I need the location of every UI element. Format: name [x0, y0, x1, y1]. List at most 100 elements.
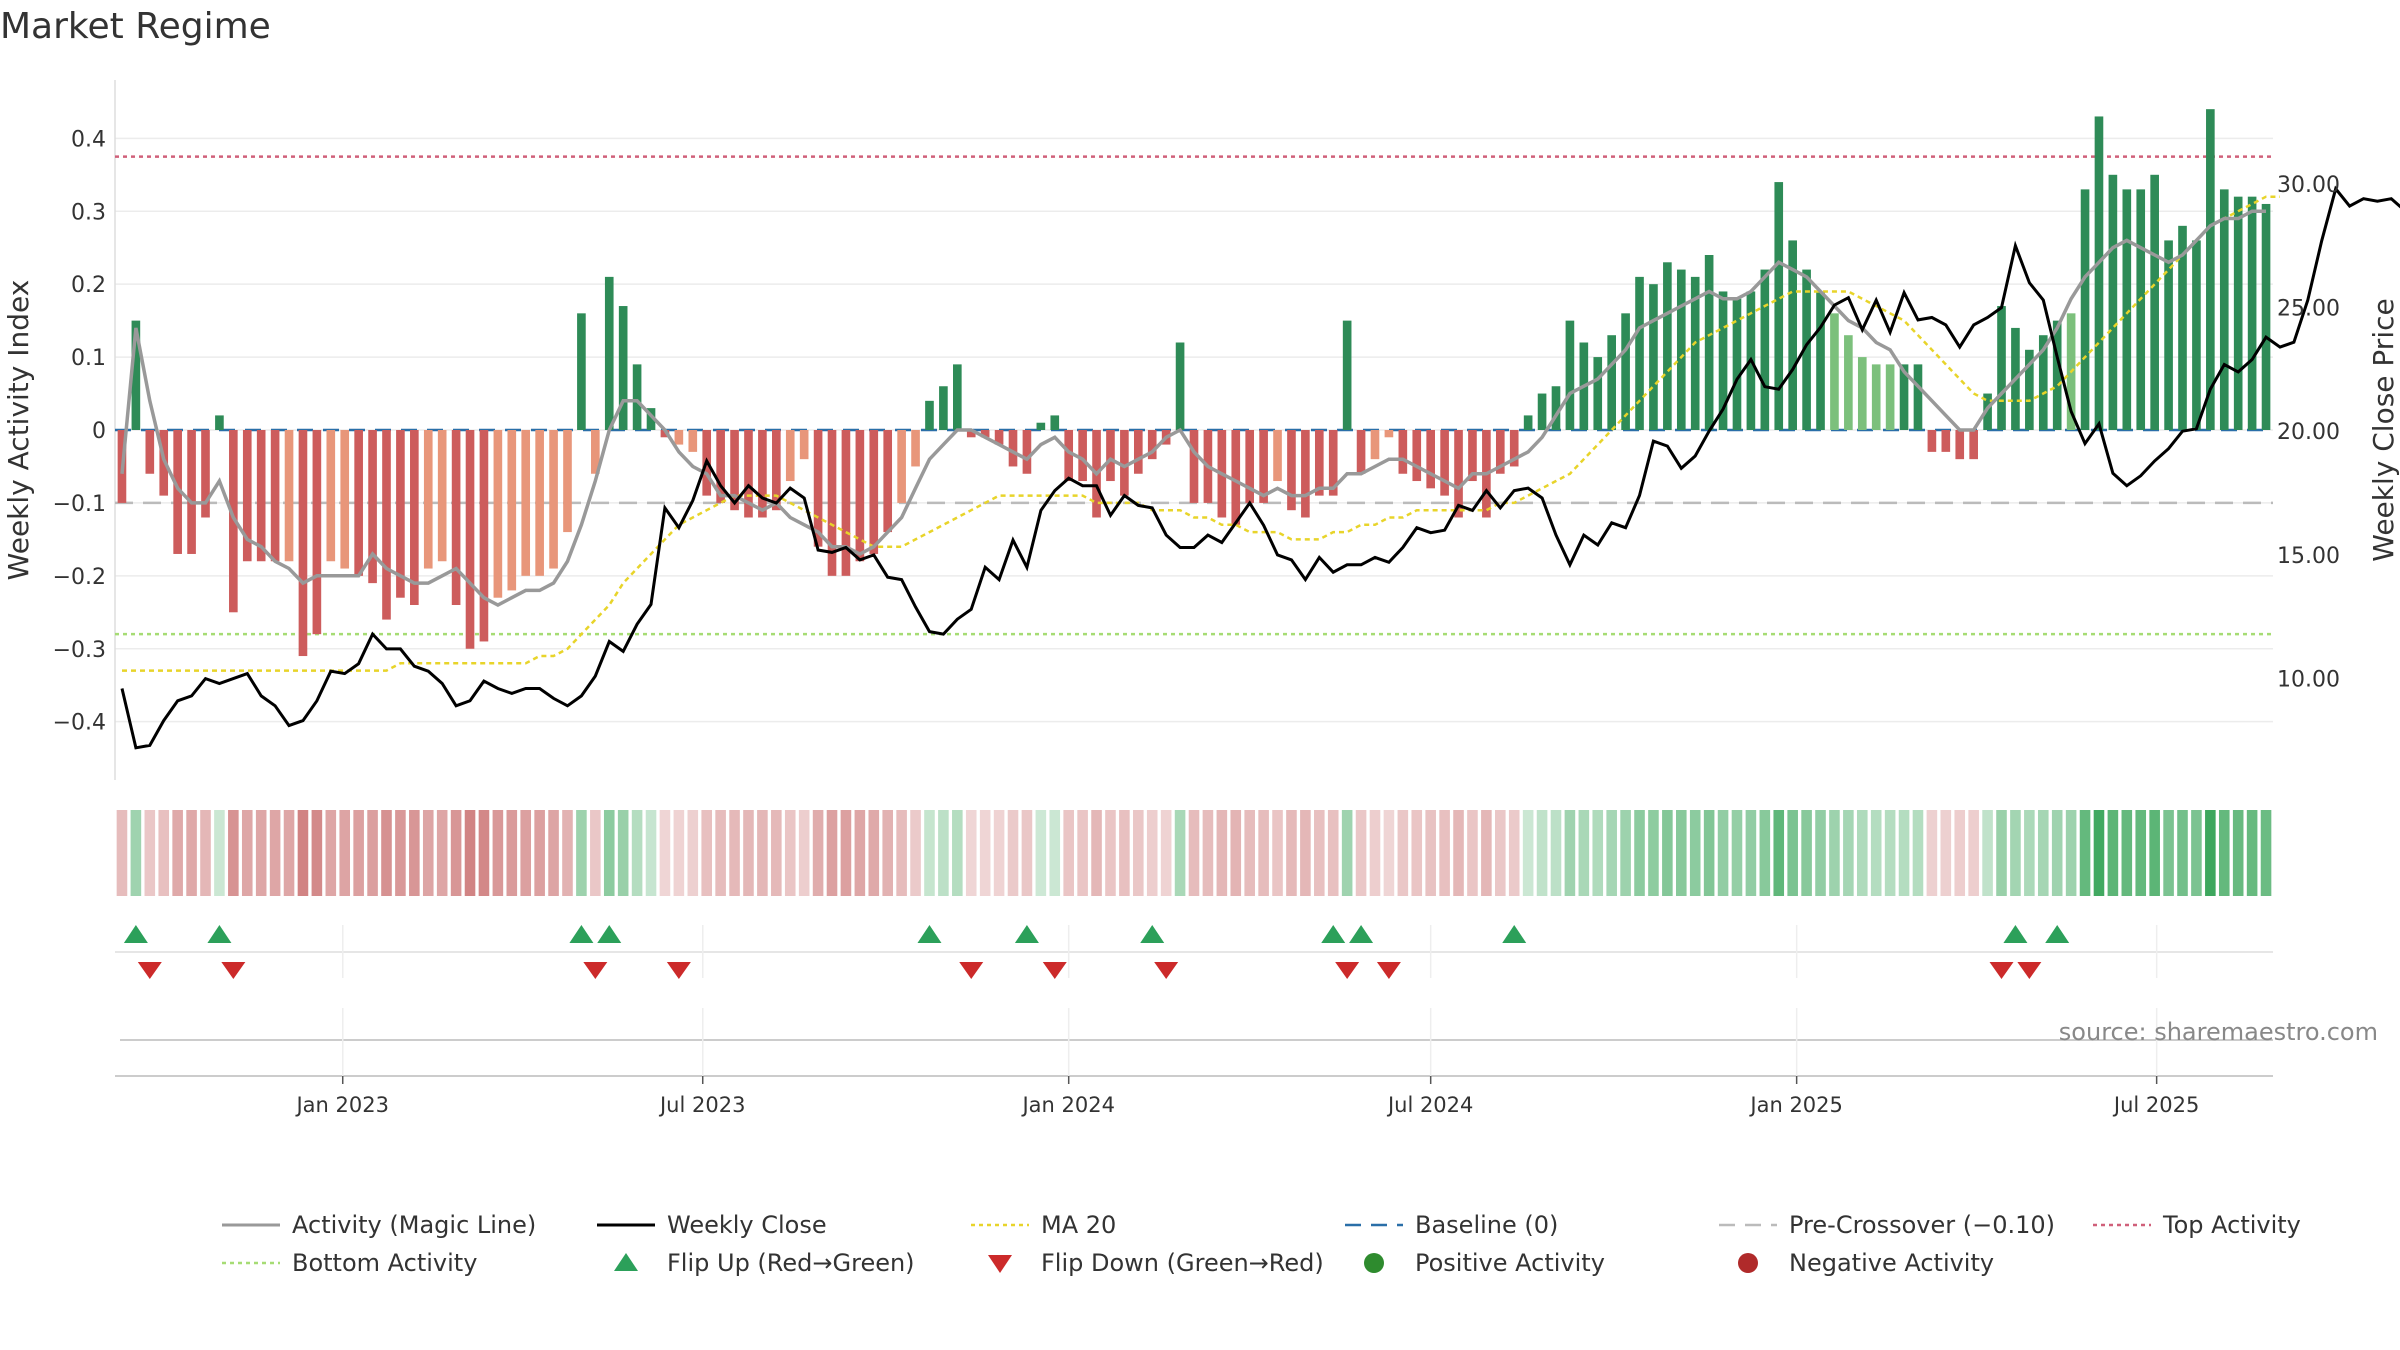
activity-bar: [883, 430, 893, 533]
regime-cell: [2191, 810, 2202, 896]
regime-cell: [603, 810, 615, 896]
legend-label: Baseline (0): [1415, 1211, 1558, 1239]
activity-bars: [117, 109, 2271, 657]
regime-cell: [1314, 810, 1325, 896]
regime-cell: [506, 810, 518, 896]
activity-bar: [716, 430, 725, 503]
flip-up-marker: [1014, 925, 1039, 943]
activity-bar: [1537, 393, 1547, 430]
regime-cell: [1244, 810, 1255, 896]
flip-down-marker: [221, 962, 246, 979]
regime-cell: [1174, 810, 1186, 896]
activity-bar: [841, 430, 851, 576]
flip-down-marker: [1376, 962, 1401, 979]
activity-bar: [201, 430, 210, 518]
activity-bar: [1844, 335, 1853, 430]
activity-bar: [256, 430, 266, 562]
legend-label: Flip Up (Red→Green): [667, 1249, 915, 1277]
regime-cell: [186, 810, 197, 896]
regime-cell: [436, 810, 448, 896]
regime-cell: [812, 810, 824, 896]
regime-cell: [1077, 810, 1088, 896]
regime-cell: [1355, 810, 1367, 896]
activity-bar: [772, 430, 781, 511]
activity-bar: [229, 430, 238, 613]
regime-cell: [1759, 810, 1771, 896]
regime-cell: [464, 810, 476, 896]
activity-bar: [410, 430, 419, 605]
activity-bar: [744, 430, 753, 518]
regime-cell: [659, 810, 671, 896]
activity-bar: [1732, 298, 1742, 430]
regime-cell: [1105, 810, 1116, 896]
activity-bar: [1412, 430, 1422, 482]
legend-swatch: [1738, 1253, 1758, 1273]
legend-item-negative-activity: Negative Activity: [1738, 1249, 1994, 1277]
regime-cell: [1063, 810, 1074, 896]
left-tick-label: 0.4: [71, 127, 106, 152]
legend-item-positive-activity: Positive Activity: [1364, 1249, 1605, 1277]
regime-cell: [1007, 810, 1019, 896]
activity-bar: [1273, 430, 1282, 482]
regime-cell: [673, 810, 685, 896]
regime-cell: [367, 810, 378, 896]
left-tick-label: 0.1: [71, 346, 106, 371]
activity-bar: [2206, 109, 2215, 431]
regime-cell: [1787, 810, 1798, 896]
flip-up-marker: [917, 925, 942, 943]
flip-up-marker: [2003, 925, 2028, 943]
activity-bar: [1816, 291, 1825, 430]
regime-cell: [1773, 810, 1785, 896]
regime-cell: [1829, 810, 1840, 896]
activity-bar: [1955, 430, 1965, 460]
activity-bar: [270, 430, 280, 562]
activity-bar: [869, 430, 879, 554]
activity-bar: [1175, 342, 1185, 430]
activity-bar: [2164, 240, 2173, 430]
flip-up-marker: [1140, 925, 1165, 943]
activity-bar: [423, 430, 433, 569]
activity-bar: [1830, 313, 1839, 430]
activity-bar: [1245, 430, 1255, 503]
activity-bar: [1899, 364, 1909, 430]
legend-item-pre-crossover: Pre-Crossover (−0.10): [1719, 1211, 2055, 1239]
activity-bar: [1663, 262, 1672, 430]
regime-cell: [1369, 810, 1381, 896]
date-tick-label: Jan 2024: [1020, 1093, 1115, 1117]
activity-bar: [1593, 357, 1603, 430]
activity-bar: [1314, 430, 1324, 496]
legend-item-baseline: Baseline (0): [1345, 1211, 1558, 1239]
activity-bar: [549, 430, 558, 569]
regime-cell: [353, 810, 364, 896]
activity-bar: [284, 430, 294, 562]
regime-cell: [1411, 810, 1423, 896]
activity-bar: [604, 276, 614, 430]
activity-bar: [1328, 430, 1338, 496]
regime-cell: [1592, 810, 1604, 896]
regime-cell: [1035, 810, 1047, 896]
regime-cell: [1133, 810, 1144, 896]
regime-cell: [283, 810, 295, 896]
flip-up-marker: [207, 925, 232, 943]
left-tick-label: −0.4: [53, 711, 106, 736]
legend-label: Top Activity: [2162, 1211, 2301, 1239]
activity-bar: [493, 430, 503, 598]
right-tick-label: 10.00: [2277, 668, 2340, 693]
activity-bar: [1969, 430, 1978, 460]
activity-bar: [618, 306, 628, 430]
activity-bar: [1690, 276, 1700, 430]
activity-bar: [980, 430, 990, 438]
left-axis-label: Weekly Activity Index: [2, 280, 35, 581]
right-tick-label: 20.00: [2277, 420, 2340, 445]
regime-cell: [1745, 810, 1757, 896]
regime-cell: [2010, 810, 2021, 896]
activity-bar: [1495, 430, 1505, 474]
regime-cell: [965, 810, 977, 896]
activity-bar: [2247, 196, 2257, 430]
flip-up-marker: [597, 925, 622, 943]
activity-bar: [1454, 430, 1463, 518]
activity-bar: [1342, 320, 1352, 430]
activity-bar: [1370, 430, 1380, 460]
regime-cell: [1703, 810, 1715, 896]
